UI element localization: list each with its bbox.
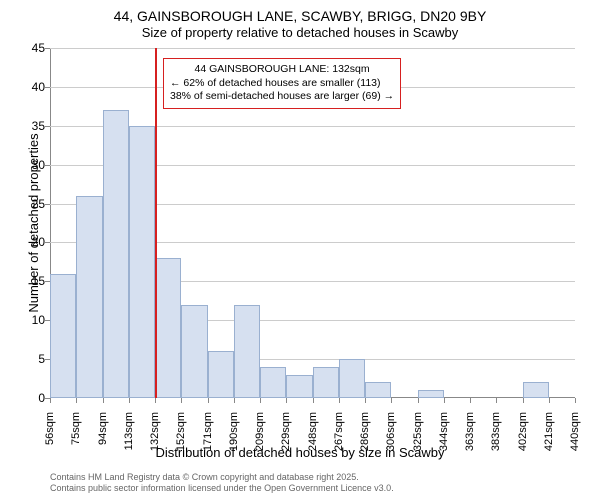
y-tick-mark xyxy=(45,359,50,360)
y-tick-label: 5 xyxy=(10,352,45,366)
y-tick-label: 10 xyxy=(10,313,45,327)
histogram-bar xyxy=(234,305,260,398)
y-tick-mark xyxy=(45,48,50,49)
histogram-bar xyxy=(418,390,444,398)
x-axis-label: Distribution of detached houses by size … xyxy=(0,445,600,460)
y-tick-mark xyxy=(45,320,50,321)
x-tick-mark xyxy=(549,398,550,403)
x-tick-mark xyxy=(76,398,77,403)
x-tick-mark xyxy=(496,398,497,403)
annotation-line: ← 62% of detached houses are smaller (11… xyxy=(170,77,394,91)
annotation-box: 44 GAINSBOROUGH LANE: 132sqm← 62% of det… xyxy=(163,58,401,109)
x-tick-mark xyxy=(313,398,314,403)
y-tick-mark xyxy=(45,204,50,205)
x-tick-mark xyxy=(208,398,209,403)
histogram-bar xyxy=(339,359,365,398)
x-tick-mark xyxy=(181,398,182,403)
histogram-chart: 44, GAINSBOROUGH LANE, SCAWBY, BRIGG, DN… xyxy=(0,0,600,500)
x-tick-mark xyxy=(155,398,156,403)
y-tick-label: 30 xyxy=(10,158,45,172)
histogram-bar xyxy=(523,382,549,398)
y-tick-mark xyxy=(45,281,50,282)
histogram-bar xyxy=(155,258,181,398)
x-tick-mark xyxy=(575,398,576,403)
y-tick-label: 45 xyxy=(10,41,45,55)
y-tick-mark xyxy=(45,165,50,166)
footer-line1: Contains HM Land Registry data © Crown c… xyxy=(50,472,394,484)
x-tick-mark xyxy=(339,398,340,403)
y-tick-label: 40 xyxy=(10,80,45,94)
y-tick-mark xyxy=(45,242,50,243)
x-tick-mark xyxy=(129,398,130,403)
histogram-bar xyxy=(365,382,391,398)
chart-footer: Contains HM Land Registry data © Crown c… xyxy=(50,472,394,495)
histogram-bar xyxy=(313,367,339,398)
x-tick-mark xyxy=(523,398,524,403)
x-tick-mark xyxy=(418,398,419,403)
histogram-bar xyxy=(76,196,102,398)
histogram-bar xyxy=(129,126,155,398)
x-tick-mark xyxy=(391,398,392,403)
marker-line xyxy=(155,48,157,398)
y-tick-label: 15 xyxy=(10,274,45,288)
histogram-bar xyxy=(286,375,312,398)
annotation-line: 38% of semi-detached houses are larger (… xyxy=(170,90,394,104)
y-tick-label: 0 xyxy=(10,391,45,405)
x-tick-mark xyxy=(470,398,471,403)
x-tick-mark xyxy=(444,398,445,403)
histogram-bar xyxy=(50,274,76,398)
y-tick-label: 35 xyxy=(10,119,45,133)
y-tick-label: 20 xyxy=(10,235,45,249)
x-tick-mark xyxy=(260,398,261,403)
plot-area: 44 GAINSBOROUGH LANE: 132sqm← 62% of det… xyxy=(50,48,575,398)
grid-line xyxy=(50,48,575,49)
x-tick-mark xyxy=(50,398,51,403)
footer-line2: Contains public sector information licen… xyxy=(50,483,394,495)
x-tick-mark xyxy=(103,398,104,403)
histogram-bar xyxy=(208,351,234,398)
x-tick-mark xyxy=(234,398,235,403)
x-tick-mark xyxy=(365,398,366,403)
histogram-bar xyxy=(103,110,129,398)
y-tick-label: 25 xyxy=(10,197,45,211)
chart-title: 44, GAINSBOROUGH LANE, SCAWBY, BRIGG, DN… xyxy=(0,8,600,24)
histogram-bar xyxy=(260,367,286,398)
chart-subtitle: Size of property relative to detached ho… xyxy=(0,25,600,40)
y-tick-mark xyxy=(45,126,50,127)
annotation-line: 44 GAINSBOROUGH LANE: 132sqm xyxy=(170,63,394,77)
y-tick-mark xyxy=(45,87,50,88)
histogram-bar xyxy=(181,305,207,398)
x-tick-mark xyxy=(286,398,287,403)
